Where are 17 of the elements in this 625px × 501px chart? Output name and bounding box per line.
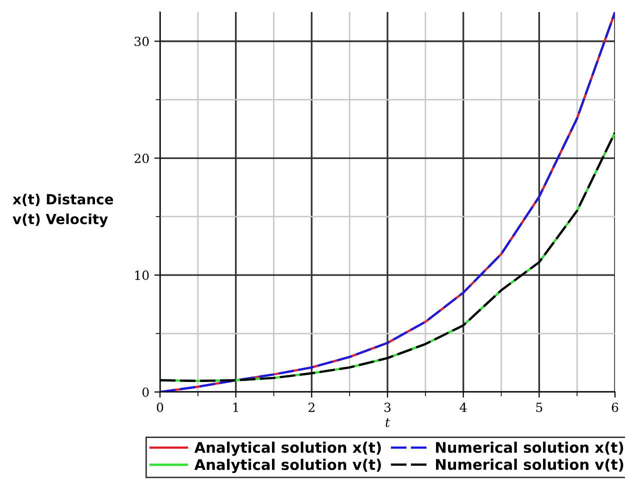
y-axis-title: x(t) Distance v(t) Velocity <box>12 194 114 228</box>
x-tick-label: 0 <box>156 402 164 412</box>
y-tick-label: 20 <box>134 154 149 164</box>
legend-label: Numerical solution x(t) <box>436 442 624 455</box>
legend-label: Analytical solution v(t) <box>194 458 381 474</box>
legend-label: Numerical solution v(t) <box>436 458 624 472</box>
legend-label: Analytical solution x(t) <box>194 442 381 456</box>
y-tick-label: 30 <box>134 36 149 46</box>
x-tick-label: 2 <box>308 402 314 412</box>
y-tick-label: 0 <box>142 387 149 397</box>
x-tick-label: 3 <box>384 402 391 412</box>
y-tick-label: 10 <box>135 270 149 280</box>
x-tick-label: 4 <box>460 402 467 412</box>
x-tick-label: 1 <box>233 402 238 412</box>
x-tick-label: 6 <box>612 402 618 412</box>
x-axis-title: t <box>386 418 390 427</box>
x-tick-label: 5 <box>536 402 542 412</box>
